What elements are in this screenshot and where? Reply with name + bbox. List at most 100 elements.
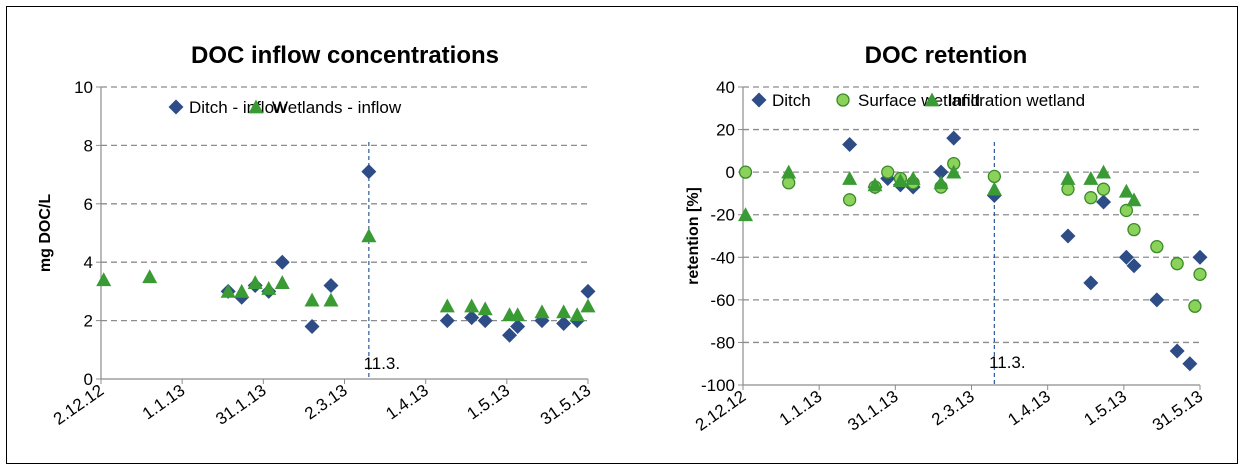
data-point <box>1126 192 1142 207</box>
y-tick-label: 6 <box>84 195 93 214</box>
data-point <box>1083 275 1099 291</box>
y-tick-label: -100 <box>701 376 735 395</box>
data-point <box>304 318 320 334</box>
chart-2: DOC retention-100-80-60-40-20020402.12.1… <box>685 42 1208 435</box>
data-point <box>842 136 858 152</box>
data-point <box>534 304 550 319</box>
data-point <box>220 283 236 298</box>
data-point <box>502 327 518 343</box>
data-point <box>933 164 949 180</box>
legend-label: Infiltration wetland <box>948 91 1085 110</box>
data-point <box>361 164 377 180</box>
series-infiltration-wetland <box>738 164 1142 222</box>
data-point <box>142 269 158 284</box>
data-point <box>510 318 526 334</box>
x-tick-label: 1.1.13 <box>139 381 189 424</box>
data-point <box>1083 171 1099 185</box>
y-tick-label: -20 <box>710 206 735 225</box>
data-point <box>1060 228 1076 244</box>
data-point <box>946 130 962 146</box>
data-point <box>738 165 753 179</box>
data-point <box>782 176 796 190</box>
data-point <box>881 165 895 179</box>
data-point <box>261 280 277 295</box>
data-point <box>1061 182 1075 196</box>
x-tick-label: 1.4.13 <box>1004 387 1054 430</box>
data-point <box>580 283 596 299</box>
data-point <box>477 313 493 329</box>
y-tick-label: 0 <box>726 163 735 182</box>
y-tick-label: 20 <box>716 121 735 140</box>
data-point <box>933 175 949 190</box>
y-tick-label: 4 <box>84 253 93 272</box>
x-tick-label: 31.5.13 <box>537 381 594 429</box>
chart-title: DOC inflow concentrations <box>191 42 499 69</box>
data-point <box>247 275 263 290</box>
x-tick-label: 2.3.13 <box>301 381 351 424</box>
data-point <box>96 272 112 287</box>
annotation-label: 11.3. <box>364 354 401 373</box>
y-tick-label: -40 <box>710 248 735 267</box>
legend-marker <box>836 93 850 107</box>
x-tick-label: 1.1.13 <box>776 387 826 430</box>
data-point <box>556 304 572 319</box>
series-wetlands-inflow <box>96 228 596 322</box>
y-axis-label: mg DOC/L <box>37 194 54 272</box>
data-point <box>987 169 1001 184</box>
data-point <box>1169 343 1185 359</box>
data-point <box>867 177 883 192</box>
data-point <box>1060 171 1076 185</box>
data-point <box>892 173 908 188</box>
data-point <box>1127 222 1141 237</box>
legend-label: Wetlands - inflow <box>272 98 402 117</box>
annotation-label: 11.3. <box>989 353 1026 372</box>
legend-marker <box>248 99 264 114</box>
data-point <box>361 228 377 243</box>
x-tick-label: 2.12.12 <box>50 381 107 429</box>
data-point <box>986 181 1002 196</box>
y-tick-label: 2 <box>84 312 93 331</box>
data-point <box>477 301 493 316</box>
data-point <box>1084 191 1098 205</box>
data-point <box>738 207 754 222</box>
data-point <box>1150 239 1164 254</box>
x-tick-label: 31.1.13 <box>212 381 269 429</box>
legend-marker <box>751 92 767 108</box>
chart-title: DOC retention <box>865 42 1028 69</box>
y-axis-label: retention [%] <box>685 187 702 285</box>
data-point <box>1149 292 1165 308</box>
legend-marker <box>168 99 184 115</box>
data-point <box>304 292 320 307</box>
data-point <box>580 298 596 313</box>
data-point <box>1119 203 1134 218</box>
chart-1: DOC inflow concentrations 0 2 4 6 8 10 2.12.12 1… <box>37 42 596 429</box>
data-point <box>274 275 290 290</box>
data-point <box>274 254 290 270</box>
x-tick-label: 1.5.13 <box>1081 387 1131 430</box>
data-point <box>781 164 797 179</box>
legend-label: Surface wetland <box>858 91 980 110</box>
data-point <box>1118 183 1134 198</box>
y-tick-label: 40 <box>716 78 735 97</box>
data-point <box>946 164 962 179</box>
legend-label: Ditch <box>772 91 811 110</box>
x-tick-label: 31.5.13 <box>1149 387 1206 435</box>
data-point <box>1096 194 1112 210</box>
y-tick-label: 10 <box>74 78 93 97</box>
data-point <box>464 310 480 326</box>
data-point <box>1188 299 1202 313</box>
data-point <box>556 316 572 332</box>
data-point <box>510 307 526 322</box>
x-tick-label: 1.5.13 <box>464 381 514 424</box>
data-point <box>905 171 921 185</box>
y-tick-label: -80 <box>710 333 735 352</box>
data-point <box>1118 249 1134 265</box>
x-tick-label: 31.1.13 <box>844 387 901 435</box>
data-point <box>1170 257 1184 271</box>
data-point <box>1126 258 1142 274</box>
series-surface-wetland <box>738 156 1207 313</box>
y-tick-label: 0 <box>84 370 93 389</box>
data-point <box>842 193 857 207</box>
y-tick-label: -60 <box>710 291 735 310</box>
